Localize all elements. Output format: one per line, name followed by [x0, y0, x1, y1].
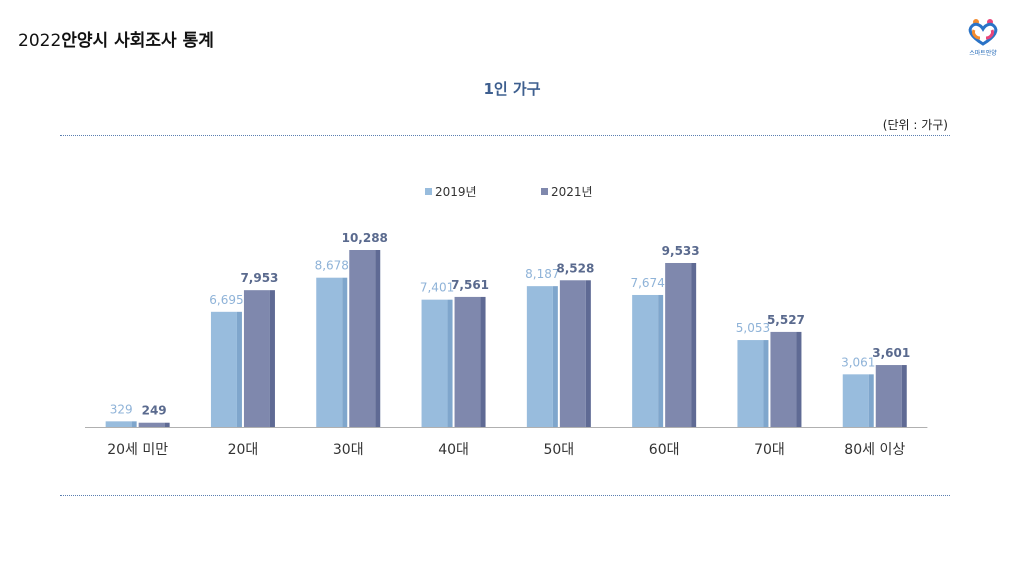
bar-2019년-60대 [632, 294, 659, 427]
legend-swatch-2021 [541, 188, 548, 195]
bar-2019년-30대 [316, 277, 343, 427]
legend-label-2021: 2021년 [551, 185, 593, 199]
chart-title: 1인 가구 [483, 80, 541, 98]
bar-2019년-20대 [210, 311, 237, 427]
bar-2021년-20세 미만 [138, 422, 165, 427]
bar-side-2019년-20대 [236, 311, 242, 427]
bar-2019년-50대 [526, 286, 553, 427]
category-label-30대: 30대 [333, 442, 364, 458]
bar-side-2019년-50대 [552, 286, 558, 427]
bar-side-2019년-30대 [342, 277, 348, 427]
bar-side-2019년-40대 [447, 299, 453, 427]
bar-side-2021년-20세 미만 [164, 422, 170, 427]
data-label-2021년-70대: 5,527 [767, 313, 805, 327]
smart-anyang-logo: 스마트안양 [964, 16, 1002, 60]
page-title-text: 안양시 사회조사 통계 [61, 31, 214, 51]
bar-side-2019년-70대 [763, 340, 769, 427]
bar-side-2021년-80세 이상 [901, 365, 907, 427]
legend-label-2019: 2019년 [435, 185, 477, 199]
bar-side-2021년-30대 [375, 250, 381, 427]
data-label-2021년-80세 이상: 3,601 [872, 346, 910, 360]
data-label-2021년-30대: 10,288 [342, 231, 388, 245]
unit-label: (단위 : 가구) [882, 118, 948, 132]
logo-text: 스마트안양 [969, 50, 997, 57]
bar-2021년-50대 [559, 280, 586, 427]
bar-side-2021년-50대 [585, 280, 591, 427]
data-label-2019년-40대: 7,401 [420, 281, 454, 295]
data-label-2021년-50대: 8,528 [556, 261, 594, 275]
category-label-20세 미만: 20세 미만 [107, 442, 168, 458]
category-label-40대: 40대 [438, 442, 469, 458]
data-label-2021년-20세 미만: 249 [142, 404, 167, 418]
bar-2021년-30대 [349, 250, 376, 427]
bar-side-2021년-20대 [269, 290, 275, 427]
bar-2021년-70대 [770, 331, 797, 427]
page-title-year: 2022 [18, 31, 62, 51]
data-label-2019년-70대: 5,053 [736, 321, 770, 335]
bar-2019년-80세 이상 [842, 374, 869, 427]
bar-side-2019년-80세 이상 [868, 374, 874, 427]
bar-2021년-40대 [454, 296, 481, 427]
data-label-2019년-50대: 8,187 [525, 267, 559, 281]
data-label-2019년-60대: 7,674 [630, 276, 664, 290]
legend-item-2021: 2021년 [541, 183, 593, 200]
category-label-20대: 20대 [228, 442, 259, 458]
legend: 2019년 2021년 [0, 183, 1024, 199]
data-label-2019년-30대: 8,678 [315, 259, 349, 273]
data-label-2019년-80세 이상: 3,061 [841, 355, 875, 369]
data-label-2019년-20세 미만: 329 [110, 402, 133, 416]
bar-side-2019년-60대 [658, 294, 664, 427]
data-label-2021년-60대: 9,533 [662, 244, 700, 258]
data-label-2019년-20대: 6,695 [209, 293, 243, 307]
top-divider [60, 135, 950, 136]
bar-2019년-70대 [737, 340, 764, 427]
bar-side-2021년-70대 [796, 331, 802, 427]
bar-2019년-20세 미만 [105, 421, 132, 427]
data-label-2021년-40대: 7,561 [451, 278, 489, 292]
legend-item-2019: 2019년 [425, 183, 477, 200]
bar-2021년-20대 [243, 290, 270, 427]
heart-logo-icon [968, 19, 998, 46]
page-title: 2022안양시 사회조사 통계 [18, 26, 214, 51]
legend-swatch-2019 [425, 188, 432, 195]
category-label-50대: 50대 [543, 442, 574, 458]
bottom-divider [60, 495, 950, 496]
bar-side-2019년-20세 미만 [131, 421, 137, 427]
bar-2021년-60대 [665, 262, 692, 427]
bar-2019년-40대 [421, 299, 448, 427]
bar-side-2021년-40대 [480, 296, 486, 427]
category-label-60대: 60대 [649, 442, 680, 458]
bar-2021년-80세 이상 [875, 365, 902, 427]
bar-side-2021년-60대 [691, 262, 697, 427]
data-label-2021년-20대: 7,953 [240, 271, 278, 285]
category-label-80세 이상: 80세 이상 [844, 442, 905, 458]
category-label-70대: 70대 [754, 442, 785, 458]
